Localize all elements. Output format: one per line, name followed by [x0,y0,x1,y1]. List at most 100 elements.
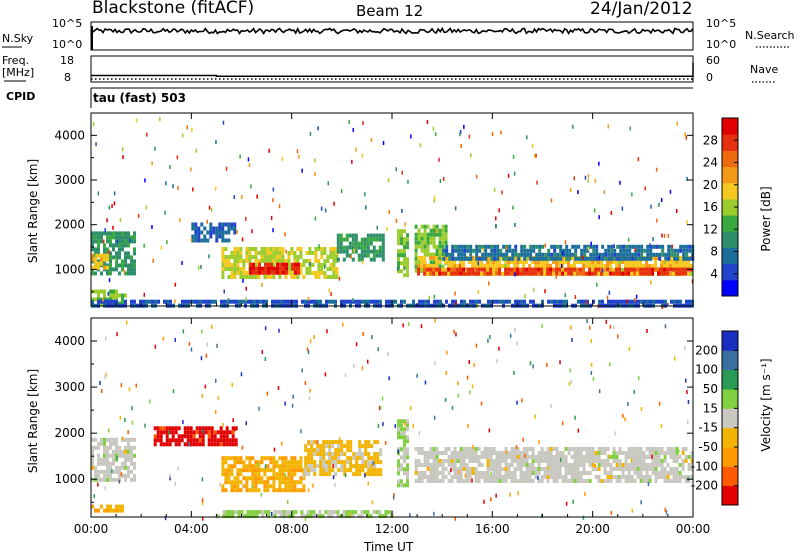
power-cell [558,267,562,272]
velocity-point [232,418,234,423]
power-cell [326,259,330,263]
velocity-cell [591,467,595,471]
power-cell [426,232,430,237]
power-cell [124,251,127,256]
power-cell [294,262,297,267]
velocity-cell [474,455,478,459]
power-cell [483,267,487,272]
power-cell [450,271,454,276]
velocity-point [565,501,568,506]
velocity-cell [307,464,311,469]
velocity-cell [307,448,311,453]
power-cell [550,256,554,261]
velocity-cell [94,445,97,450]
power-point [534,154,536,159]
velocity-cell [360,514,364,519]
velocity-cell [328,460,332,465]
power-cell [406,241,409,246]
power-cell [627,267,631,272]
power-cell [432,232,436,237]
velocity-cell [498,471,502,475]
velocity-cell [426,459,430,463]
velocity-cell [519,459,523,463]
velocity-cell [400,435,403,440]
velocity-cell [462,455,466,459]
power-cell [460,244,464,249]
velocity-cell [165,426,169,431]
time-axis-title: Time UT [364,540,414,554]
power-cell [194,230,198,235]
velocity-cell [153,438,157,443]
velocity-cell [474,475,478,479]
velocity-cell [522,451,526,455]
velocity-cell [349,448,353,453]
power-cell [109,293,112,298]
velocity-cell [221,484,225,489]
power-cell [640,248,644,253]
velocity-cell [429,475,433,479]
velocity-cell [564,471,568,475]
velocity-cell [303,514,307,519]
power-cell [508,248,512,253]
velocity-point [628,347,631,351]
power-cell [618,264,622,268]
velocity-cell [327,510,331,515]
velocity-point [640,407,643,412]
power-cell [429,256,433,260]
power-cell [423,224,427,229]
velocity-point [445,371,448,375]
power-cell [526,248,530,253]
velocity-cell [441,471,445,475]
power-cell [567,264,571,268]
velocity-cell [127,473,130,478]
power-cell [628,299,631,304]
velocity-cell [293,460,297,465]
velocity-cell [115,437,118,442]
velocity-cell [420,475,424,479]
power-cell [603,264,607,268]
velocity-cell [342,510,346,515]
power-cell [254,275,258,279]
power-cell [634,244,638,249]
power-cell [561,256,565,260]
velocity-point [284,401,286,406]
power-cell [519,260,523,264]
velocity-cell [272,460,276,465]
power-cell [616,252,620,257]
power-cell [432,267,436,272]
velocity-cell [293,472,297,477]
power-cell [239,255,243,259]
power-cell [369,237,373,242]
power-cell [406,257,409,262]
power-cell [118,239,121,244]
power-cell [670,299,673,304]
power-cell [103,253,106,258]
velocity-cell [633,447,637,451]
velocity-point [450,468,452,473]
power-cell [335,267,339,271]
power-cell [244,299,247,304]
power-point [671,244,673,249]
power-cell [583,248,587,253]
power-cell [646,299,649,304]
velocity-cell [564,447,568,451]
velocity-cell [153,442,157,447]
velocity-cell [648,463,652,467]
power-point [669,189,672,194]
power-cell [639,271,643,276]
velocity-cell [486,479,490,483]
power-cell [426,240,430,245]
velocity-cell [254,468,258,473]
power-cell [336,237,340,242]
velocity-cell [103,473,106,478]
power-cell [286,299,289,304]
velocity-cell [645,467,649,471]
velocity-cell [299,464,303,469]
velocity-cell [171,438,175,443]
power-cell [615,260,619,264]
power-cell [287,251,291,255]
velocity-ytick-label: 3000 [54,380,85,394]
velocity-point [334,482,336,487]
velocity-point [495,493,497,498]
power-cell [342,249,346,254]
